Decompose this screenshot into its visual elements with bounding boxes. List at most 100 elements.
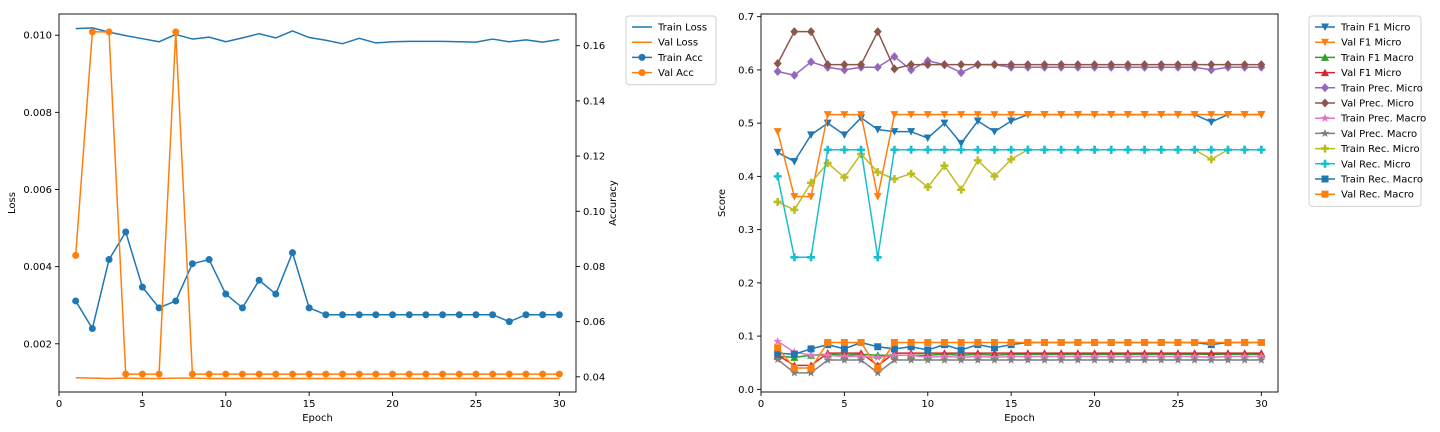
series-val-rec-macro (774, 338, 1265, 372)
data-point (907, 128, 916, 136)
data-point (873, 126, 882, 134)
series-line (777, 358, 1262, 374)
data-point (1223, 111, 1232, 119)
data-point (389, 311, 397, 319)
data-point (973, 60, 982, 70)
data-point (539, 311, 547, 319)
data-point (957, 185, 966, 194)
y-tick-label: 0.004 (23, 262, 52, 273)
data-point (890, 145, 899, 154)
data-point (138, 283, 146, 291)
legend-label: Train Loss (657, 23, 707, 34)
data-point (555, 370, 563, 378)
data-point (773, 66, 782, 76)
series-line (777, 352, 1262, 367)
data-point (372, 311, 380, 319)
data-point (990, 344, 998, 352)
data-point (923, 183, 932, 192)
data-point (890, 175, 899, 184)
data-point (1074, 338, 1082, 346)
legend-item: Train Prec. Macro (1315, 113, 1426, 125)
y-axis-label: Score (717, 189, 728, 217)
data-point (990, 349, 999, 357)
data-point (790, 350, 798, 358)
data-point (957, 338, 965, 346)
legend-swatch-marker (1321, 144, 1329, 153)
data-point (873, 27, 882, 37)
x-tick-label: 5 (139, 399, 145, 410)
series-line (776, 113, 1262, 198)
data-point (890, 345, 898, 353)
x-tick-label: 30 (553, 399, 566, 410)
legend-item: Val Rec. Macro (1315, 190, 1414, 201)
data-point (422, 370, 430, 378)
y2-tick-label: 0.12 (583, 152, 605, 163)
data-point (807, 345, 815, 353)
data-point (940, 161, 949, 170)
data-point (973, 156, 982, 165)
data-point (205, 256, 213, 264)
plot-frame (58, 13, 577, 393)
data-point (940, 355, 949, 364)
data-point (873, 368, 883, 377)
data-point (355, 311, 363, 319)
legend: Train Loss Val Loss Train Acc Val Acc (625, 15, 717, 86)
data-point (405, 370, 413, 378)
y2-tick-label: 0.16 (583, 41, 605, 52)
y-axis-label: Loss (7, 192, 18, 214)
data-point (773, 148, 782, 157)
data-point (88, 325, 96, 333)
data-point (924, 338, 932, 346)
data-point (122, 228, 130, 236)
data-point (973, 117, 982, 126)
data-point (105, 28, 113, 36)
legend-box (625, 15, 717, 86)
y-tick-label: 0.5 (738, 119, 754, 130)
data-point (873, 62, 882, 72)
data-point (238, 304, 246, 312)
legend-item: Train Rec. Macro (1315, 175, 1423, 186)
legend-item: Val F1 Micro (1315, 68, 1401, 79)
legend: Train F1 Micro Val F1 Micro Train F1 Macro… (1308, 15, 1426, 207)
legend-item: Train Rec. Micro (1315, 144, 1420, 155)
data-point (1207, 118, 1216, 127)
data-point (890, 52, 899, 62)
legend-swatch-marker (1321, 175, 1329, 183)
data-point (72, 251, 80, 259)
data-point (1023, 60, 1032, 70)
legend-item: Val F1 Micro (1315, 38, 1401, 49)
data-point (907, 145, 916, 154)
data-point (1091, 338, 1099, 346)
legend-swatch-marker (638, 53, 646, 61)
y2-tick-label: 0.08 (583, 262, 605, 273)
data-point (1190, 145, 1199, 154)
data-point (774, 344, 782, 352)
legend-label: Train Acc (657, 53, 703, 64)
data-point (522, 370, 530, 378)
data-point (539, 370, 547, 378)
data-point (472, 311, 480, 319)
data-point (1023, 145, 1032, 154)
data-point (1191, 338, 1199, 346)
data-point (773, 336, 782, 346)
y2-tick-label: 0.14 (583, 96, 605, 107)
data-point (906, 350, 916, 359)
data-point (138, 370, 146, 378)
series-train-acc (72, 228, 563, 333)
data-point (957, 346, 965, 354)
loss-accuracy-chart: 0 5 10 15 20 25 30 0.002 0.004 0.006 0.008 0.010 0.0… (7, 13, 717, 424)
data-point (1023, 355, 1033, 364)
legend-swatch-marker (1321, 23, 1329, 31)
data-point (522, 311, 530, 319)
data-point (1223, 355, 1233, 364)
data-point (505, 318, 513, 326)
legend-swatch-marker (1321, 53, 1329, 61)
data-point (1157, 145, 1166, 154)
x-tick-label: 10 (219, 399, 232, 410)
data-point (489, 311, 497, 319)
legend-item: Val Prec. Macro (1315, 128, 1417, 140)
data-point (824, 338, 832, 346)
data-point (907, 338, 915, 346)
data-point (1124, 338, 1132, 346)
data-point (72, 297, 80, 305)
